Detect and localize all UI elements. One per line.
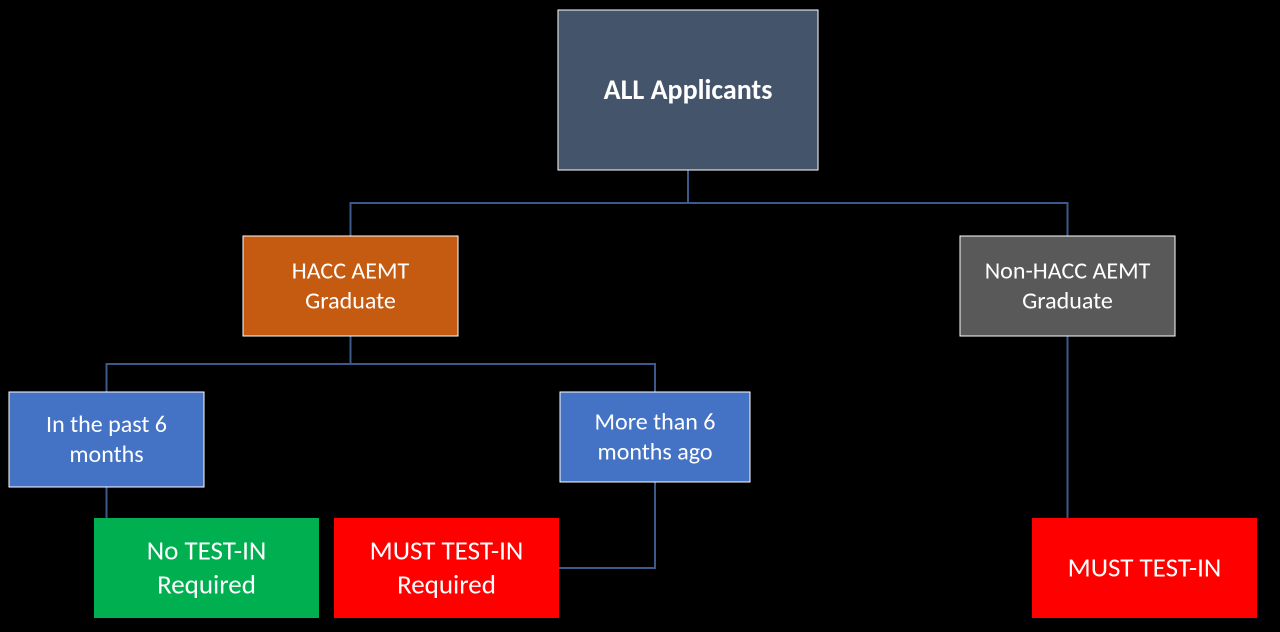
node-more6: More than 6months ago bbox=[560, 392, 750, 482]
node-hacc-label-line-1: Graduate bbox=[305, 287, 396, 316]
edge-more6-to-must1 bbox=[559, 482, 655, 568]
edges-layer bbox=[94, 170, 1068, 568]
node-must1-label-line-1: Required bbox=[397, 568, 496, 601]
node-must2-label-line-0: MUST TEST-IN bbox=[1068, 552, 1222, 585]
edge-root-to-nonhacc bbox=[688, 170, 1068, 236]
node-nonhacc-label-line-0: Non-HACC AEMT bbox=[985, 257, 1151, 286]
node-root: ALL Applicants bbox=[558, 10, 818, 170]
edge-hacc-to-more6 bbox=[351, 336, 656, 392]
node-nonhacc-label-line-1: Graduate bbox=[1022, 287, 1113, 316]
node-nonhacc: Non-HACC AEMTGraduate bbox=[960, 236, 1175, 336]
node-must2: MUST TEST-IN bbox=[1032, 518, 1257, 618]
node-notest-label-line-1: Required bbox=[157, 568, 256, 601]
node-must1-label-line-0: MUST TEST-IN bbox=[370, 535, 524, 568]
node-more6-label-line-1: months ago bbox=[598, 438, 713, 467]
node-past6-label-line-0: In the past 6 bbox=[46, 410, 167, 439]
node-notest: No TEST-INRequired bbox=[94, 518, 319, 618]
node-notest-label-line-0: No TEST-IN bbox=[147, 535, 267, 568]
node-root-label-line-0: ALL Applicants bbox=[604, 72, 773, 107]
node-past6: In the past 6months bbox=[9, 392, 204, 487]
edge-root-to-hacc bbox=[351, 170, 689, 236]
node-past6-label-line-1: months bbox=[69, 440, 143, 469]
node-hacc-label-line-0: HACC AEMT bbox=[292, 257, 410, 286]
nodes-layer: ALL ApplicantsHACC AEMTGraduateNon-HACC … bbox=[9, 10, 1257, 618]
node-must1: MUST TEST-INRequired bbox=[334, 518, 559, 618]
node-more6-label-line-0: More than 6 bbox=[595, 408, 716, 437]
edge-hacc-to-past6 bbox=[107, 336, 351, 392]
flowchart-diagram: ALL ApplicantsHACC AEMTGraduateNon-HACC … bbox=[0, 0, 1280, 632]
node-hacc: HACC AEMTGraduate bbox=[243, 236, 458, 336]
